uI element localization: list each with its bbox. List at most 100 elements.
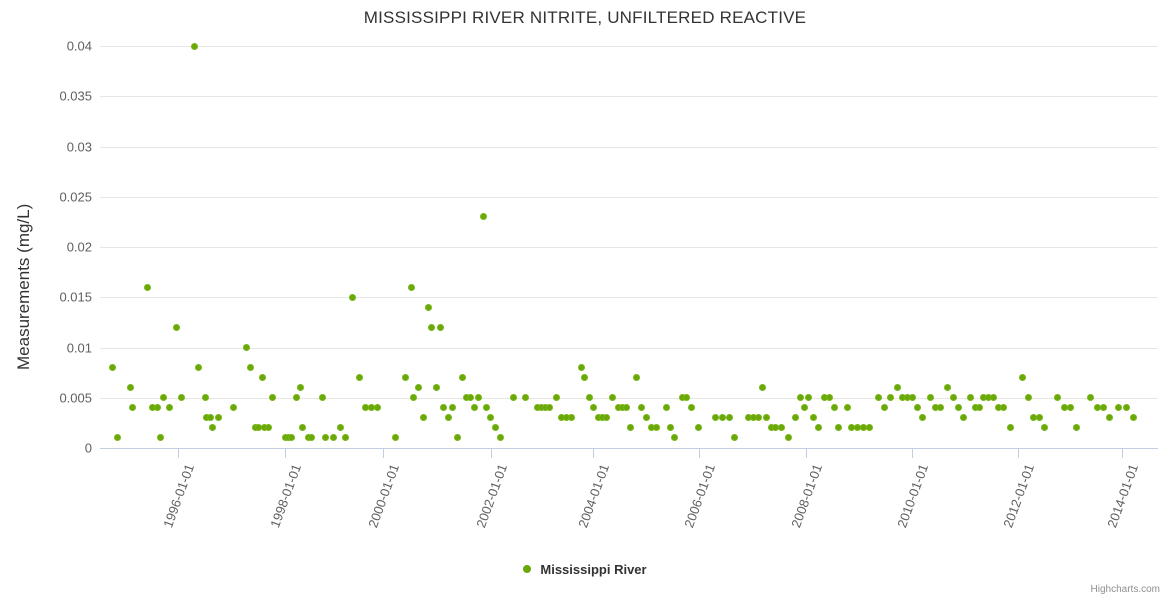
- data-point[interactable]: [108, 364, 116, 372]
- data-point[interactable]: [913, 404, 921, 412]
- data-point[interactable]: [711, 414, 719, 422]
- data-point[interactable]: [687, 404, 695, 412]
- data-point[interactable]: [999, 404, 1007, 412]
- data-point[interactable]: [470, 404, 478, 412]
- data-point[interactable]: [407, 283, 415, 291]
- data-point[interactable]: [296, 384, 304, 392]
- data-point[interactable]: [194, 364, 202, 372]
- data-point[interactable]: [298, 424, 306, 432]
- data-point[interactable]: [242, 344, 250, 351]
- data-point[interactable]: [448, 404, 456, 412]
- data-point[interactable]: [865, 424, 873, 432]
- data-point[interactable]: [341, 434, 349, 442]
- data-point[interactable]: [580, 374, 588, 382]
- data-point[interactable]: [966, 394, 974, 402]
- data-point[interactable]: [153, 404, 161, 412]
- data-point[interactable]: [391, 434, 399, 442]
- data-point[interactable]: [424, 303, 432, 311]
- data-point[interactable]: [730, 434, 738, 442]
- data-point[interactable]: [264, 424, 272, 432]
- data-point[interactable]: [1086, 394, 1094, 402]
- data-point[interactable]: [666, 424, 674, 432]
- data-point[interactable]: [208, 424, 216, 432]
- data-point[interactable]: [229, 404, 237, 412]
- data-point[interactable]: [509, 394, 517, 402]
- data-point[interactable]: [777, 424, 785, 432]
- data-point[interactable]: [1105, 414, 1113, 422]
- data-point[interactable]: [287, 434, 295, 442]
- data-point[interactable]: [496, 434, 504, 442]
- data-point[interactable]: [694, 424, 702, 432]
- data-point[interactable]: [1006, 424, 1014, 432]
- data-point[interactable]: [172, 323, 180, 331]
- data-point[interactable]: [432, 384, 440, 392]
- data-point[interactable]: [329, 434, 337, 442]
- data-point[interactable]: [577, 364, 585, 372]
- data-point[interactable]: [725, 414, 733, 422]
- data-point[interactable]: [880, 404, 888, 412]
- data-point[interactable]: [336, 424, 344, 432]
- data-point[interactable]: [1099, 404, 1107, 412]
- data-point[interactable]: [409, 394, 417, 402]
- data-point[interactable]: [758, 384, 766, 392]
- data-point[interactable]: [975, 404, 983, 412]
- data-point[interactable]: [373, 404, 381, 412]
- data-point[interactable]: [466, 394, 474, 402]
- data-point[interactable]: [632, 374, 640, 382]
- data-point[interactable]: [355, 374, 363, 382]
- data-point[interactable]: [814, 424, 822, 432]
- data-point[interactable]: [622, 404, 630, 412]
- data-point[interactable]: [458, 374, 466, 382]
- data-point[interactable]: [874, 394, 882, 402]
- data-point[interactable]: [258, 374, 266, 382]
- data-point[interactable]: [126, 384, 134, 392]
- data-point[interactable]: [436, 323, 444, 331]
- data-point[interactable]: [1114, 404, 1122, 412]
- data-point[interactable]: [414, 384, 422, 392]
- data-point[interactable]: [128, 404, 136, 412]
- data-point[interactable]: [419, 414, 427, 422]
- highcharts-credit[interactable]: Highcharts.com: [1090, 584, 1160, 595]
- data-point[interactable]: [718, 414, 726, 422]
- data-point[interactable]: [791, 414, 799, 422]
- data-point[interactable]: [908, 394, 916, 402]
- data-point[interactable]: [1024, 394, 1032, 402]
- data-point[interactable]: [552, 394, 560, 402]
- data-point[interactable]: [486, 414, 494, 422]
- data-point[interactable]: [662, 404, 670, 412]
- data-point[interactable]: [318, 394, 326, 402]
- data-point[interactable]: [670, 434, 678, 442]
- data-point[interactable]: [348, 293, 356, 301]
- data-point[interactable]: [246, 364, 254, 372]
- data-point[interactable]: [1072, 424, 1080, 432]
- data-point[interactable]: [834, 424, 842, 432]
- data-point[interactable]: [809, 414, 817, 422]
- data-point[interactable]: [926, 394, 934, 402]
- data-point[interactable]: [886, 394, 894, 402]
- data-point[interactable]: [1053, 394, 1061, 402]
- data-point[interactable]: [201, 394, 209, 402]
- data-point[interactable]: [804, 394, 812, 402]
- data-point[interactable]: [830, 404, 838, 412]
- data-point[interactable]: [949, 394, 957, 402]
- data-point[interactable]: [954, 404, 962, 412]
- data-point[interactable]: [453, 434, 461, 442]
- data-point[interactable]: [321, 434, 329, 442]
- data-point[interactable]: [1066, 404, 1074, 412]
- data-point[interactable]: [206, 414, 214, 422]
- data-point[interactable]: [762, 414, 770, 422]
- data-point[interactable]: [652, 424, 660, 432]
- data-point[interactable]: [307, 434, 315, 442]
- data-point[interactable]: [1040, 424, 1048, 432]
- data-point[interactable]: [825, 394, 833, 402]
- data-point[interactable]: [545, 404, 553, 412]
- data-point[interactable]: [682, 394, 690, 402]
- data-point[interactable]: [567, 414, 575, 422]
- data-point[interactable]: [177, 394, 185, 402]
- data-point[interactable]: [642, 414, 650, 422]
- data-point[interactable]: [474, 394, 482, 402]
- data-point[interactable]: [608, 394, 616, 402]
- data-point[interactable]: [943, 384, 951, 392]
- data-point[interactable]: [113, 434, 121, 442]
- data-point[interactable]: [959, 414, 967, 422]
